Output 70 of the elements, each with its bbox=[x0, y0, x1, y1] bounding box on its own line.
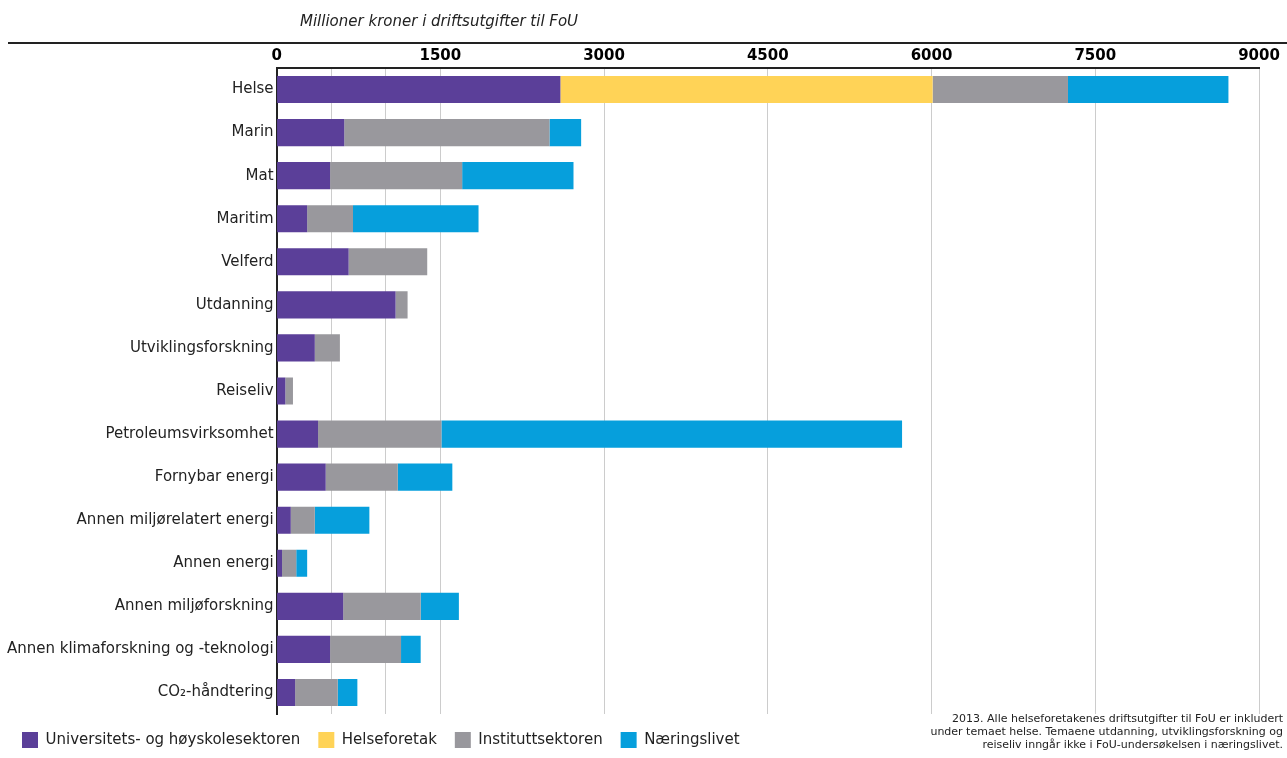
x-tick-label: 0 bbox=[271, 45, 282, 64]
bar bbox=[397, 463, 453, 491]
x-tick-label: 3000 bbox=[583, 45, 625, 64]
y-tick-label: Mat bbox=[245, 165, 274, 184]
bar bbox=[348, 248, 428, 276]
bar bbox=[441, 420, 903, 448]
bar bbox=[932, 75, 1068, 104]
bar bbox=[290, 506, 315, 534]
bar bbox=[277, 463, 326, 491]
bar bbox=[277, 420, 319, 448]
y-tick-label: Annen miljøforskning bbox=[114, 596, 274, 615]
x-tick-label: 9000 bbox=[1238, 45, 1280, 64]
bar bbox=[277, 549, 283, 577]
y-tick-label: CO₂-håndtering bbox=[157, 682, 274, 701]
bar bbox=[307, 205, 353, 233]
bar bbox=[277, 377, 286, 405]
bar bbox=[344, 119, 550, 147]
bar bbox=[277, 291, 396, 319]
bar bbox=[395, 291, 408, 319]
bar bbox=[401, 635, 421, 663]
y-tick-label: Fornybar energi bbox=[154, 467, 274, 486]
y-tick-label: Annen miljørelatert energi bbox=[76, 510, 274, 529]
x-tick-label: 1500 bbox=[419, 45, 462, 64]
x-axis-title: Millioner kroner i driftsutgifter til FoU bbox=[300, 12, 579, 30]
bar bbox=[277, 75, 561, 104]
y-tick-label: Reiseliv bbox=[216, 380, 274, 399]
bar bbox=[277, 635, 331, 663]
bar bbox=[285, 377, 293, 405]
y-tick-label: Petroleumsvirksomhet bbox=[105, 423, 274, 442]
bar bbox=[549, 119, 582, 147]
bar bbox=[337, 678, 358, 707]
bar bbox=[318, 420, 442, 448]
bar bbox=[420, 592, 459, 620]
y-tick-label: Marin bbox=[231, 122, 274, 141]
bar bbox=[314, 506, 370, 534]
legend-label: Instituttsektoren bbox=[478, 729, 603, 748]
bar bbox=[277, 506, 291, 534]
legend-label: Helseforetak bbox=[341, 729, 438, 748]
y-tick-label: Annen klimaforskning og -teknologi bbox=[6, 639, 274, 658]
bar bbox=[343, 592, 421, 620]
bar bbox=[330, 635, 402, 663]
bar bbox=[330, 162, 463, 190]
legend-label: Næringslivet bbox=[644, 729, 740, 748]
x-tick-label: 7500 bbox=[1074, 45, 1117, 64]
y-tick-label: Annen energi bbox=[173, 553, 274, 572]
bar bbox=[295, 678, 338, 707]
bar bbox=[325, 463, 398, 491]
y-tick-label: Velferd bbox=[221, 251, 274, 270]
bar bbox=[277, 592, 344, 620]
bar bbox=[462, 162, 574, 190]
x-tick-label: 6000 bbox=[910, 45, 953, 64]
bar bbox=[353, 205, 479, 233]
bar bbox=[277, 205, 308, 233]
bar bbox=[560, 75, 933, 104]
legend-label: Universitets- og høyskolesektoren bbox=[45, 729, 301, 748]
bar bbox=[277, 248, 349, 276]
bar bbox=[277, 162, 331, 190]
bar bbox=[296, 549, 308, 577]
y-tick-label: Utviklingsforskning bbox=[129, 337, 274, 356]
bar bbox=[277, 334, 315, 362]
y-tick-label: Utdanning bbox=[195, 294, 274, 313]
x-tick-label: 4500 bbox=[746, 45, 789, 64]
bar bbox=[314, 334, 340, 362]
bar bbox=[1067, 75, 1229, 104]
bar bbox=[282, 549, 297, 577]
y-tick-label: Helse bbox=[231, 79, 274, 98]
bar bbox=[277, 678, 296, 707]
y-tick-label: Maritim bbox=[216, 208, 274, 227]
bar bbox=[277, 119, 345, 147]
annotation: 2013. Alle helseforetakenes driftsutgifter til FoU er inkludert under temaet helse. Temaene utdanning, utviklingsforskning og reiseliv inngår ikke i FoU-undersøkelsen i næringslivet. bbox=[929, 712, 1283, 751]
